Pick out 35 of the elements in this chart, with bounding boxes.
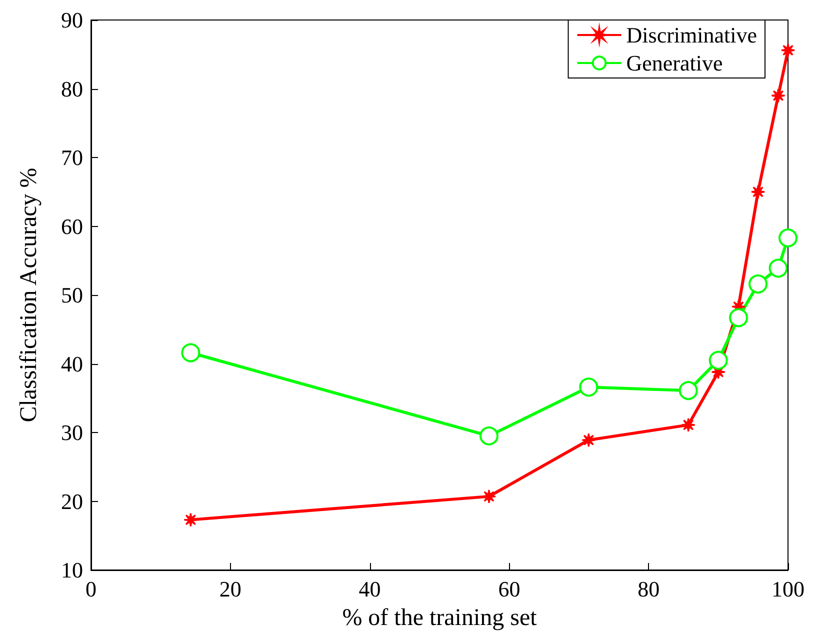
y-tick-label: 20	[61, 488, 83, 514]
y-tick-label: 90	[61, 8, 83, 32]
x-tick-label: 40	[358, 576, 381, 602]
y-tick-label: 70	[61, 145, 83, 170]
point	[780, 43, 796, 58]
point	[183, 512, 198, 528]
x-tick-label: 80	[638, 576, 660, 602]
x-tick-label: 20	[219, 576, 242, 602]
point	[729, 308, 748, 328]
point	[678, 381, 698, 400]
point	[778, 228, 798, 248]
y-tick-label: 30	[61, 420, 83, 445]
x-tick-label: 100	[772, 576, 804, 602]
point	[581, 432, 596, 448]
legend-label: Discriminative	[626, 22, 758, 48]
point	[770, 88, 786, 103]
legend-label: Generative	[626, 50, 723, 76]
x-tick-label: 0	[86, 576, 96, 602]
y-tick-label: 50	[61, 282, 83, 308]
x-tick-label: 60	[498, 576, 520, 602]
y-tick-label: 80	[61, 76, 83, 102]
point	[748, 274, 768, 294]
y-tick-label: 60	[61, 214, 83, 239]
y-tick-label: 40	[61, 351, 83, 376]
point	[480, 426, 498, 446]
point	[482, 489, 496, 504]
point	[181, 343, 200, 362]
point	[681, 418, 696, 432]
point	[579, 378, 598, 397]
point	[750, 184, 766, 200]
x-axis-title: % of the training set	[342, 605, 538, 631]
y-axis-title: Classification Accuracy %	[16, 168, 42, 422]
point	[768, 258, 788, 278]
y-tick-label: 10	[61, 558, 83, 582]
point	[708, 350, 728, 370]
